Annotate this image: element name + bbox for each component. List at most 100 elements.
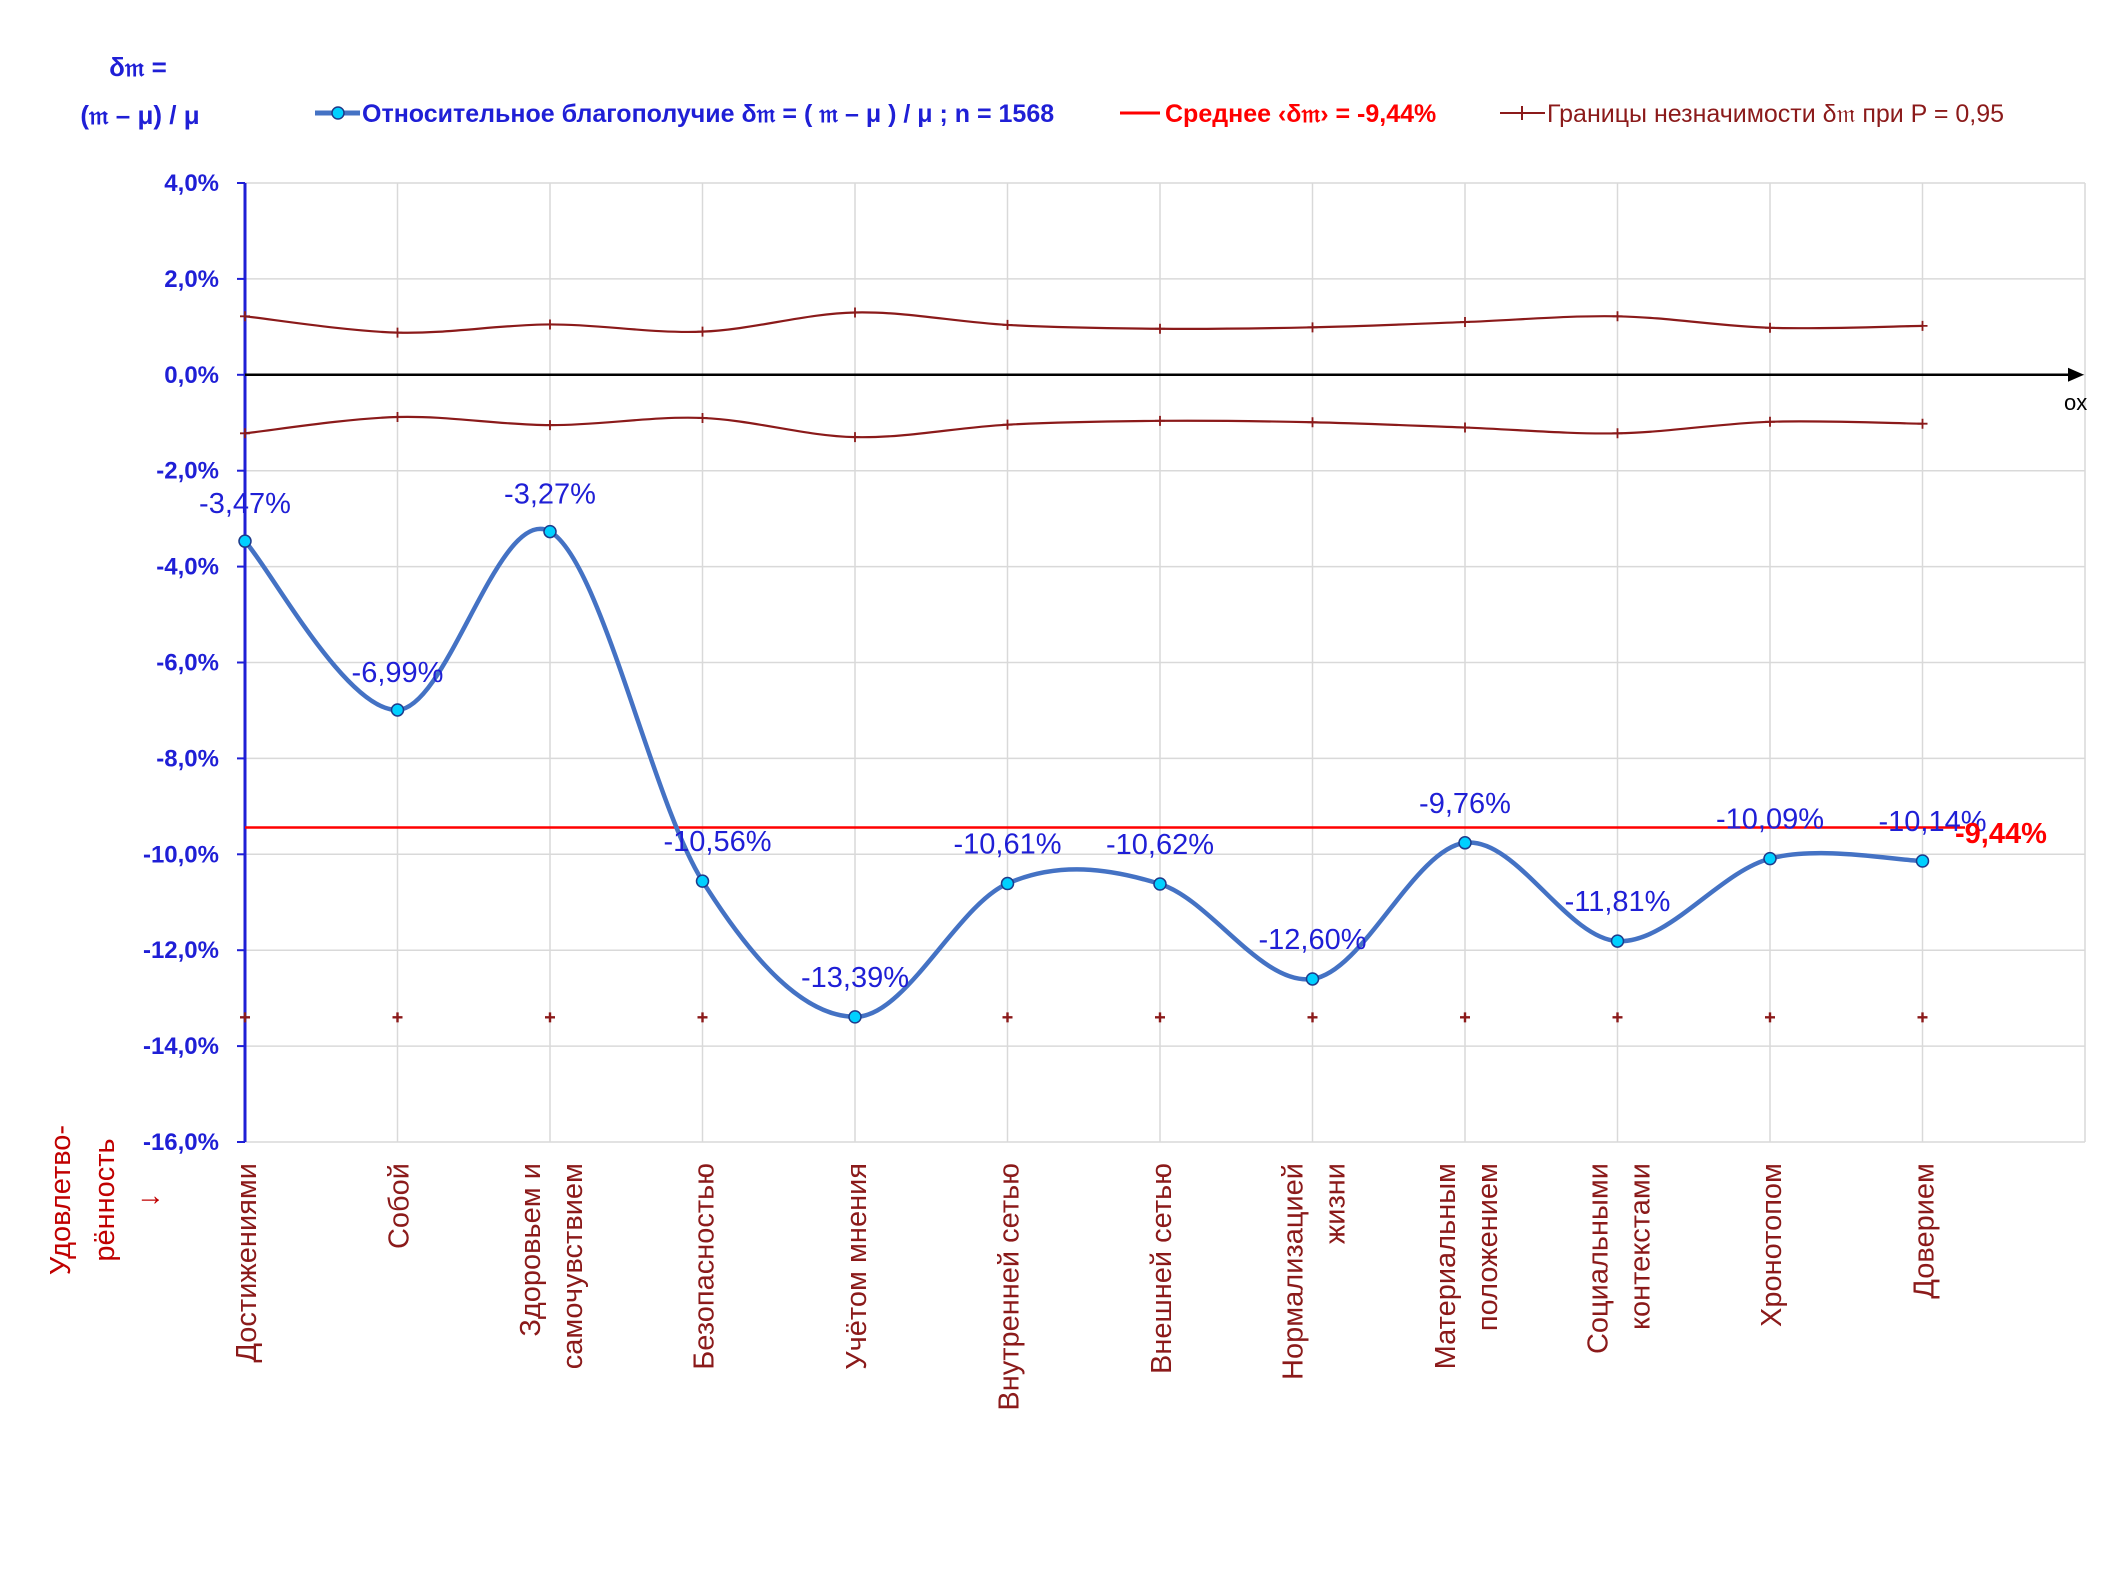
main-series (238, 524, 1930, 1024)
x-axis-title-line2: рённость (89, 1138, 121, 1261)
bound-marker-upper (1612, 311, 1623, 322)
y-tick-label: 0,0% (164, 362, 219, 389)
category-label-line: Материальным (1430, 1163, 1462, 1369)
bound-marker-lower (1765, 416, 1775, 427)
bound-marker-upper (545, 319, 555, 330)
zero-axis-arrow (2068, 367, 2084, 382)
y-tick-label: -8,0% (156, 745, 219, 772)
category-label-line: Нормализацией (1278, 1163, 1310, 1380)
bound-marker-lower (850, 432, 860, 443)
bound-baseline-marker (1155, 1012, 1165, 1023)
bound-marker-upper (240, 311, 250, 322)
data-label: -10,14% (1878, 806, 1986, 838)
category-label-line: Доверием (1909, 1163, 1941, 1299)
bound-marker-lower (1307, 417, 1318, 428)
bound-marker-upper (1155, 323, 1165, 334)
legend-bounds-label: Границы незначимости δ𝔪 при P = 0,95 (1547, 100, 2004, 128)
bound-marker-upper (850, 307, 860, 318)
data-point[interactable] (1153, 877, 1167, 891)
bound-marker-lower (392, 411, 403, 422)
y-axis-title-line2: (𝔪 – μ) / μ (80, 100, 199, 130)
category-label: Собой (384, 1163, 416, 1249)
category-label-line: положением (1472, 1163, 1504, 1331)
legend-item-mean[interactable]: Среднее ‹δ𝔪› = -9,44% (1120, 100, 1436, 128)
data-label: -13,39% (801, 962, 909, 994)
data-point[interactable] (1458, 836, 1472, 850)
data-labels: -3,47% -6,99% -3,27% -10,56% -13,39% -10,61% -… (199, 479, 1986, 994)
main-series-line (243, 526, 1923, 1020)
y-tick-label: -4,0% (156, 554, 219, 581)
data-label: -10,61% (953, 829, 1061, 861)
category-label-line: Учётом мнения (841, 1163, 873, 1370)
bound-marker-upper (392, 327, 403, 338)
bound-marker-lower (240, 428, 250, 439)
bound-line-lower (244, 415, 1923, 439)
data-point[interactable] (390, 703, 405, 717)
legend-item-main[interactable]: Относительное благополучие δ𝔪 = ( 𝔪 – μ … (315, 100, 1054, 128)
data-point[interactable] (1305, 972, 1320, 986)
data-label: -3,47% (199, 488, 291, 520)
bound-baseline-marker (1307, 1012, 1318, 1023)
category-label: Нормализацией жизни (1278, 1163, 1352, 1380)
data-label: -10,62% (1106, 829, 1214, 861)
data-point[interactable] (543, 524, 557, 539)
y-tick-label: -12,0% (143, 937, 219, 964)
bound-baseline-marker (545, 1012, 555, 1023)
bound-marker-lower (1917, 418, 1928, 429)
category-label: Здоровьем и самочувствием (515, 1163, 589, 1369)
data-point[interactable] (1610, 934, 1625, 948)
data-point[interactable] (1915, 854, 1930, 868)
bound-baseline-marker (1765, 1012, 1775, 1023)
bound-baseline-marker (1002, 1012, 1013, 1023)
data-point[interactable] (695, 874, 710, 888)
category-label-line: Внутренней сетью (994, 1163, 1026, 1411)
legend-main-marker (331, 106, 345, 120)
y-tick-label: -6,0% (156, 650, 219, 677)
data-label: -10,56% (663, 826, 771, 858)
category-label-line: контекстами (1625, 1163, 1657, 1330)
y-tick-label: -10,0% (143, 841, 219, 868)
category-label: Социальными контекстами (1583, 1163, 1657, 1354)
data-point[interactable] (238, 534, 252, 548)
significance-bounds (240, 307, 1928, 1023)
bound-marker-upper (1002, 319, 1013, 330)
data-point[interactable] (1000, 876, 1015, 891)
data-label: -3,27% (504, 479, 596, 511)
legend-main-label: Относительное благополучие δ𝔪 = ( 𝔪 – μ … (362, 100, 1054, 128)
bound-marker-upper (1307, 322, 1318, 333)
category-labels: Достижениями Собой Здоровьем и самочувствие… (231, 1163, 1941, 1411)
category-label: Внешней сетью (1146, 1163, 1178, 1374)
y-tick-label: 4,0% (164, 170, 219, 197)
bound-baseline-marker (240, 1012, 250, 1023)
data-point[interactable] (1763, 851, 1777, 866)
legend-mean-label: Среднее ‹δ𝔪› = -9,44% (1165, 100, 1436, 128)
bound-marker-upper (1765, 322, 1775, 333)
category-label: Учётом мнения (841, 1163, 873, 1370)
data-label: -11,81% (1565, 886, 1671, 918)
category-label-line: Социальными (1583, 1163, 1615, 1354)
category-label-line: самочувствием (557, 1163, 589, 1369)
mean-value-label: -9,44% (1955, 818, 2047, 850)
bound-marker-lower (1460, 422, 1470, 433)
y-tick-label: 2,0% (164, 266, 219, 293)
legend: Относительное благополучие δ𝔪 = ( 𝔪 – μ … (315, 100, 2004, 128)
bound-marker-lower (1612, 428, 1623, 439)
bound-marker-upper (1460, 317, 1470, 328)
category-label-line: жизни (1320, 1163, 1352, 1244)
category-label: Достижениями (231, 1163, 263, 1363)
data-point[interactable] (848, 1010, 862, 1024)
x-axis-title-arrow: ↓ (133, 1193, 165, 1208)
legend-item-bounds[interactable]: Границы незначимости δ𝔪 при P = 0,95 (1500, 100, 2004, 128)
bound-marker-upper (697, 326, 708, 337)
x-axis-title-line1: Удовлетво- (45, 1125, 77, 1275)
y-tick-label: -14,0% (143, 1033, 219, 1060)
bound-marker-lower (1155, 415, 1165, 426)
bound-baseline-marker (1460, 1012, 1470, 1023)
x-axis-title: Удовлетво- рённость ↓ (45, 1125, 165, 1275)
bound-line-upper (244, 311, 1923, 334)
data-label: -12,60% (1258, 924, 1366, 956)
grid (244, 182, 2086, 1143)
category-label: Внутренней сетью (994, 1163, 1026, 1411)
category-label-line: Внешней сетью (1146, 1163, 1178, 1374)
data-label: -10,09% (1716, 804, 1824, 836)
